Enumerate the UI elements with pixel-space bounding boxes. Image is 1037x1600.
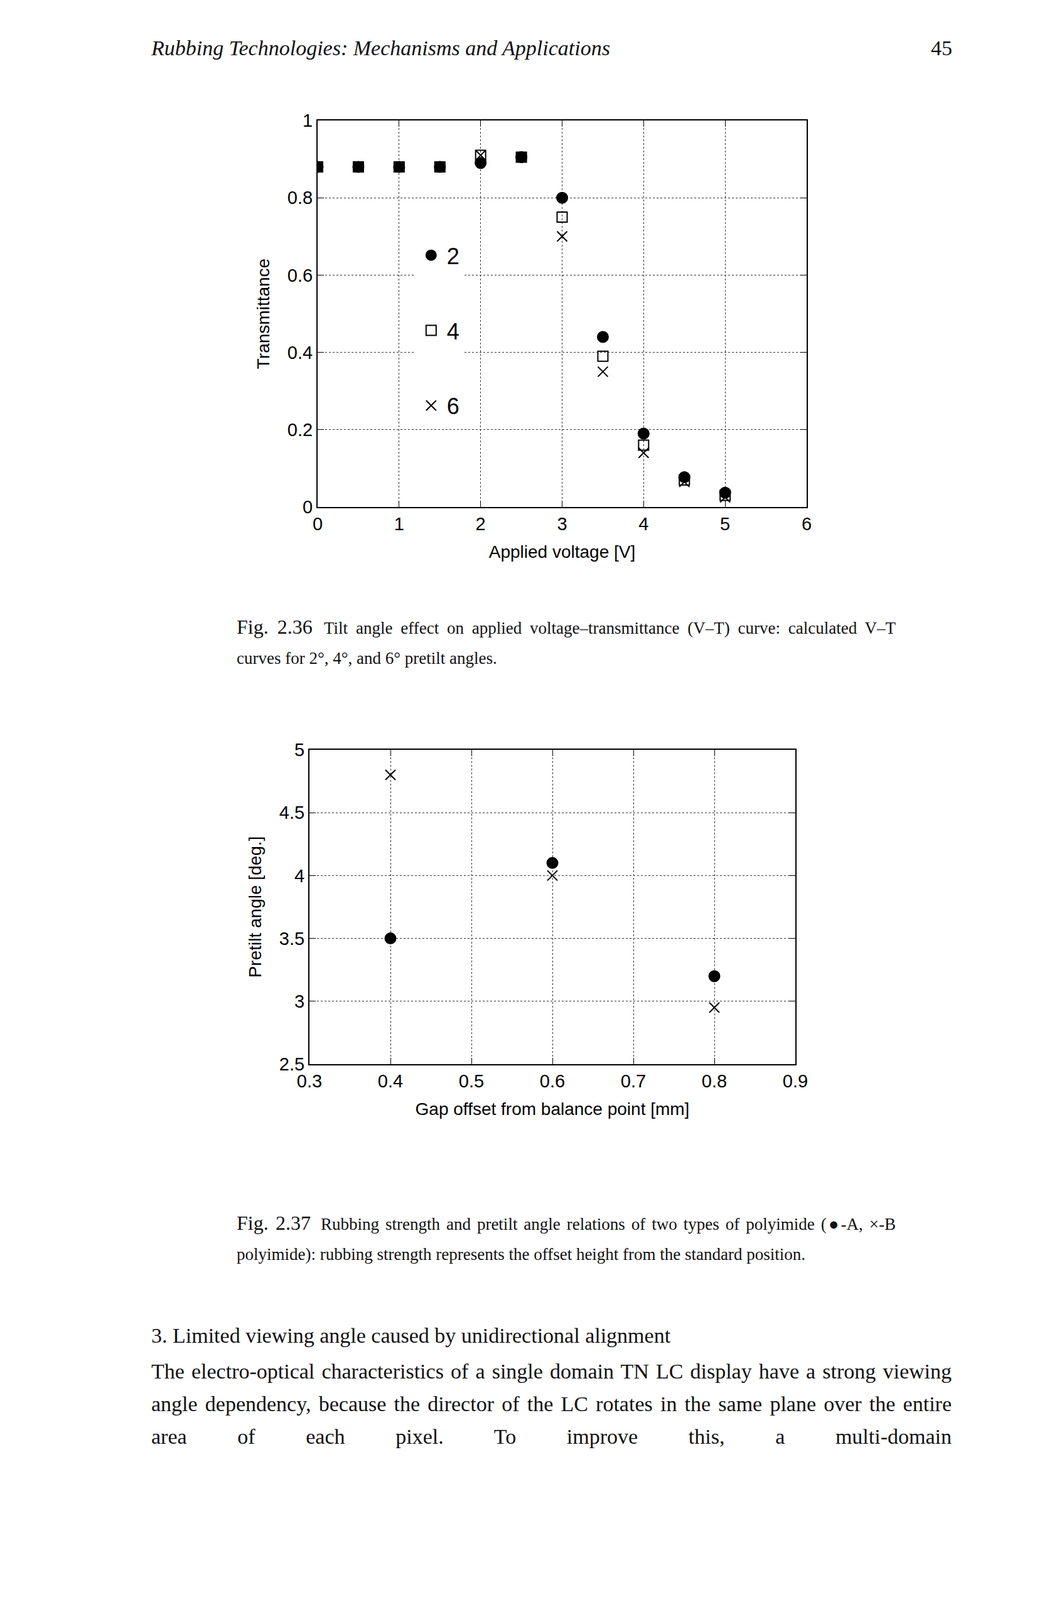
svg-text:0: 0 bbox=[312, 514, 323, 535]
svg-text:0.2: 0.2 bbox=[287, 419, 313, 441]
svg-text:Pretilt angle [deg.]: Pretilt angle [deg.] bbox=[245, 836, 265, 979]
html-text:Fig. 2.37 Rubbing strength and: Fig. 2.37 Rubbing strength and pretilt a… bbox=[236, 1212, 896, 1265]
svg-text:0: 0 bbox=[302, 497, 313, 518]
svg-text:Gap offset from balance point: Gap offset from balance point [mm] bbox=[415, 1099, 690, 1120]
svg-text:1: 1 bbox=[394, 514, 405, 535]
svg-text:4.5: 4.5 bbox=[279, 802, 305, 823]
svg-text:2: 2 bbox=[446, 243, 460, 270]
svg-text:2.5: 2.5 bbox=[279, 1054, 305, 1075]
svg-text:3: 3 bbox=[556, 514, 567, 535]
svg-text:0.8: 0.8 bbox=[287, 187, 313, 208]
svg-text:0.3: 0.3 bbox=[296, 1071, 323, 1092]
svg-text:4: 4 bbox=[294, 866, 305, 887]
svg-text:0.6: 0.6 bbox=[287, 265, 313, 286]
svg-text:3: 3 bbox=[294, 991, 305, 1012]
svg-text:5: 5 bbox=[294, 740, 305, 761]
svg-text:Applied voltage [V]: Applied voltage [V] bbox=[488, 542, 636, 562]
svg-text:0.4: 0.4 bbox=[377, 1071, 403, 1092]
html-text:Fig. 2.36Tilt angle effect on: Fig. 2.36Tilt angle effect on applied vo… bbox=[236, 615, 896, 668]
svg-text:0.4: 0.4 bbox=[287, 342, 313, 363]
svg-text:6: 6 bbox=[446, 393, 460, 420]
svg-text:0.9: 0.9 bbox=[782, 1071, 808, 1092]
svg-text:1: 1 bbox=[302, 110, 313, 131]
svg-text:0.6: 0.6 bbox=[539, 1071, 565, 1092]
svg-text:0.5: 0.5 bbox=[458, 1071, 484, 1092]
svg-text:4: 4 bbox=[446, 318, 460, 345]
svg-text:4: 4 bbox=[638, 514, 649, 535]
html-text:The electro-optical characteri: The electro-optical characteristics of a… bbox=[151, 1360, 952, 1449]
svg-text:6: 6 bbox=[801, 514, 812, 535]
html-text:45: 45 bbox=[930, 36, 953, 60]
svg-text:3.5: 3.5 bbox=[279, 929, 305, 950]
html-text:Rubbing Technologies: Mechanis: Rubbing Technologies: Mechanisms and App… bbox=[151, 36, 611, 60]
svg-text:2: 2 bbox=[475, 514, 486, 535]
svg-text:0.8: 0.8 bbox=[701, 1071, 727, 1092]
svg-text:0.7: 0.7 bbox=[620, 1071, 646, 1092]
html-text:3. Limited viewing angle cause: 3. Limited viewing angle caused by unidi… bbox=[151, 1324, 671, 1348]
svg-text:5: 5 bbox=[719, 514, 731, 535]
svg-text:Transmittance: Transmittance bbox=[253, 258, 274, 370]
